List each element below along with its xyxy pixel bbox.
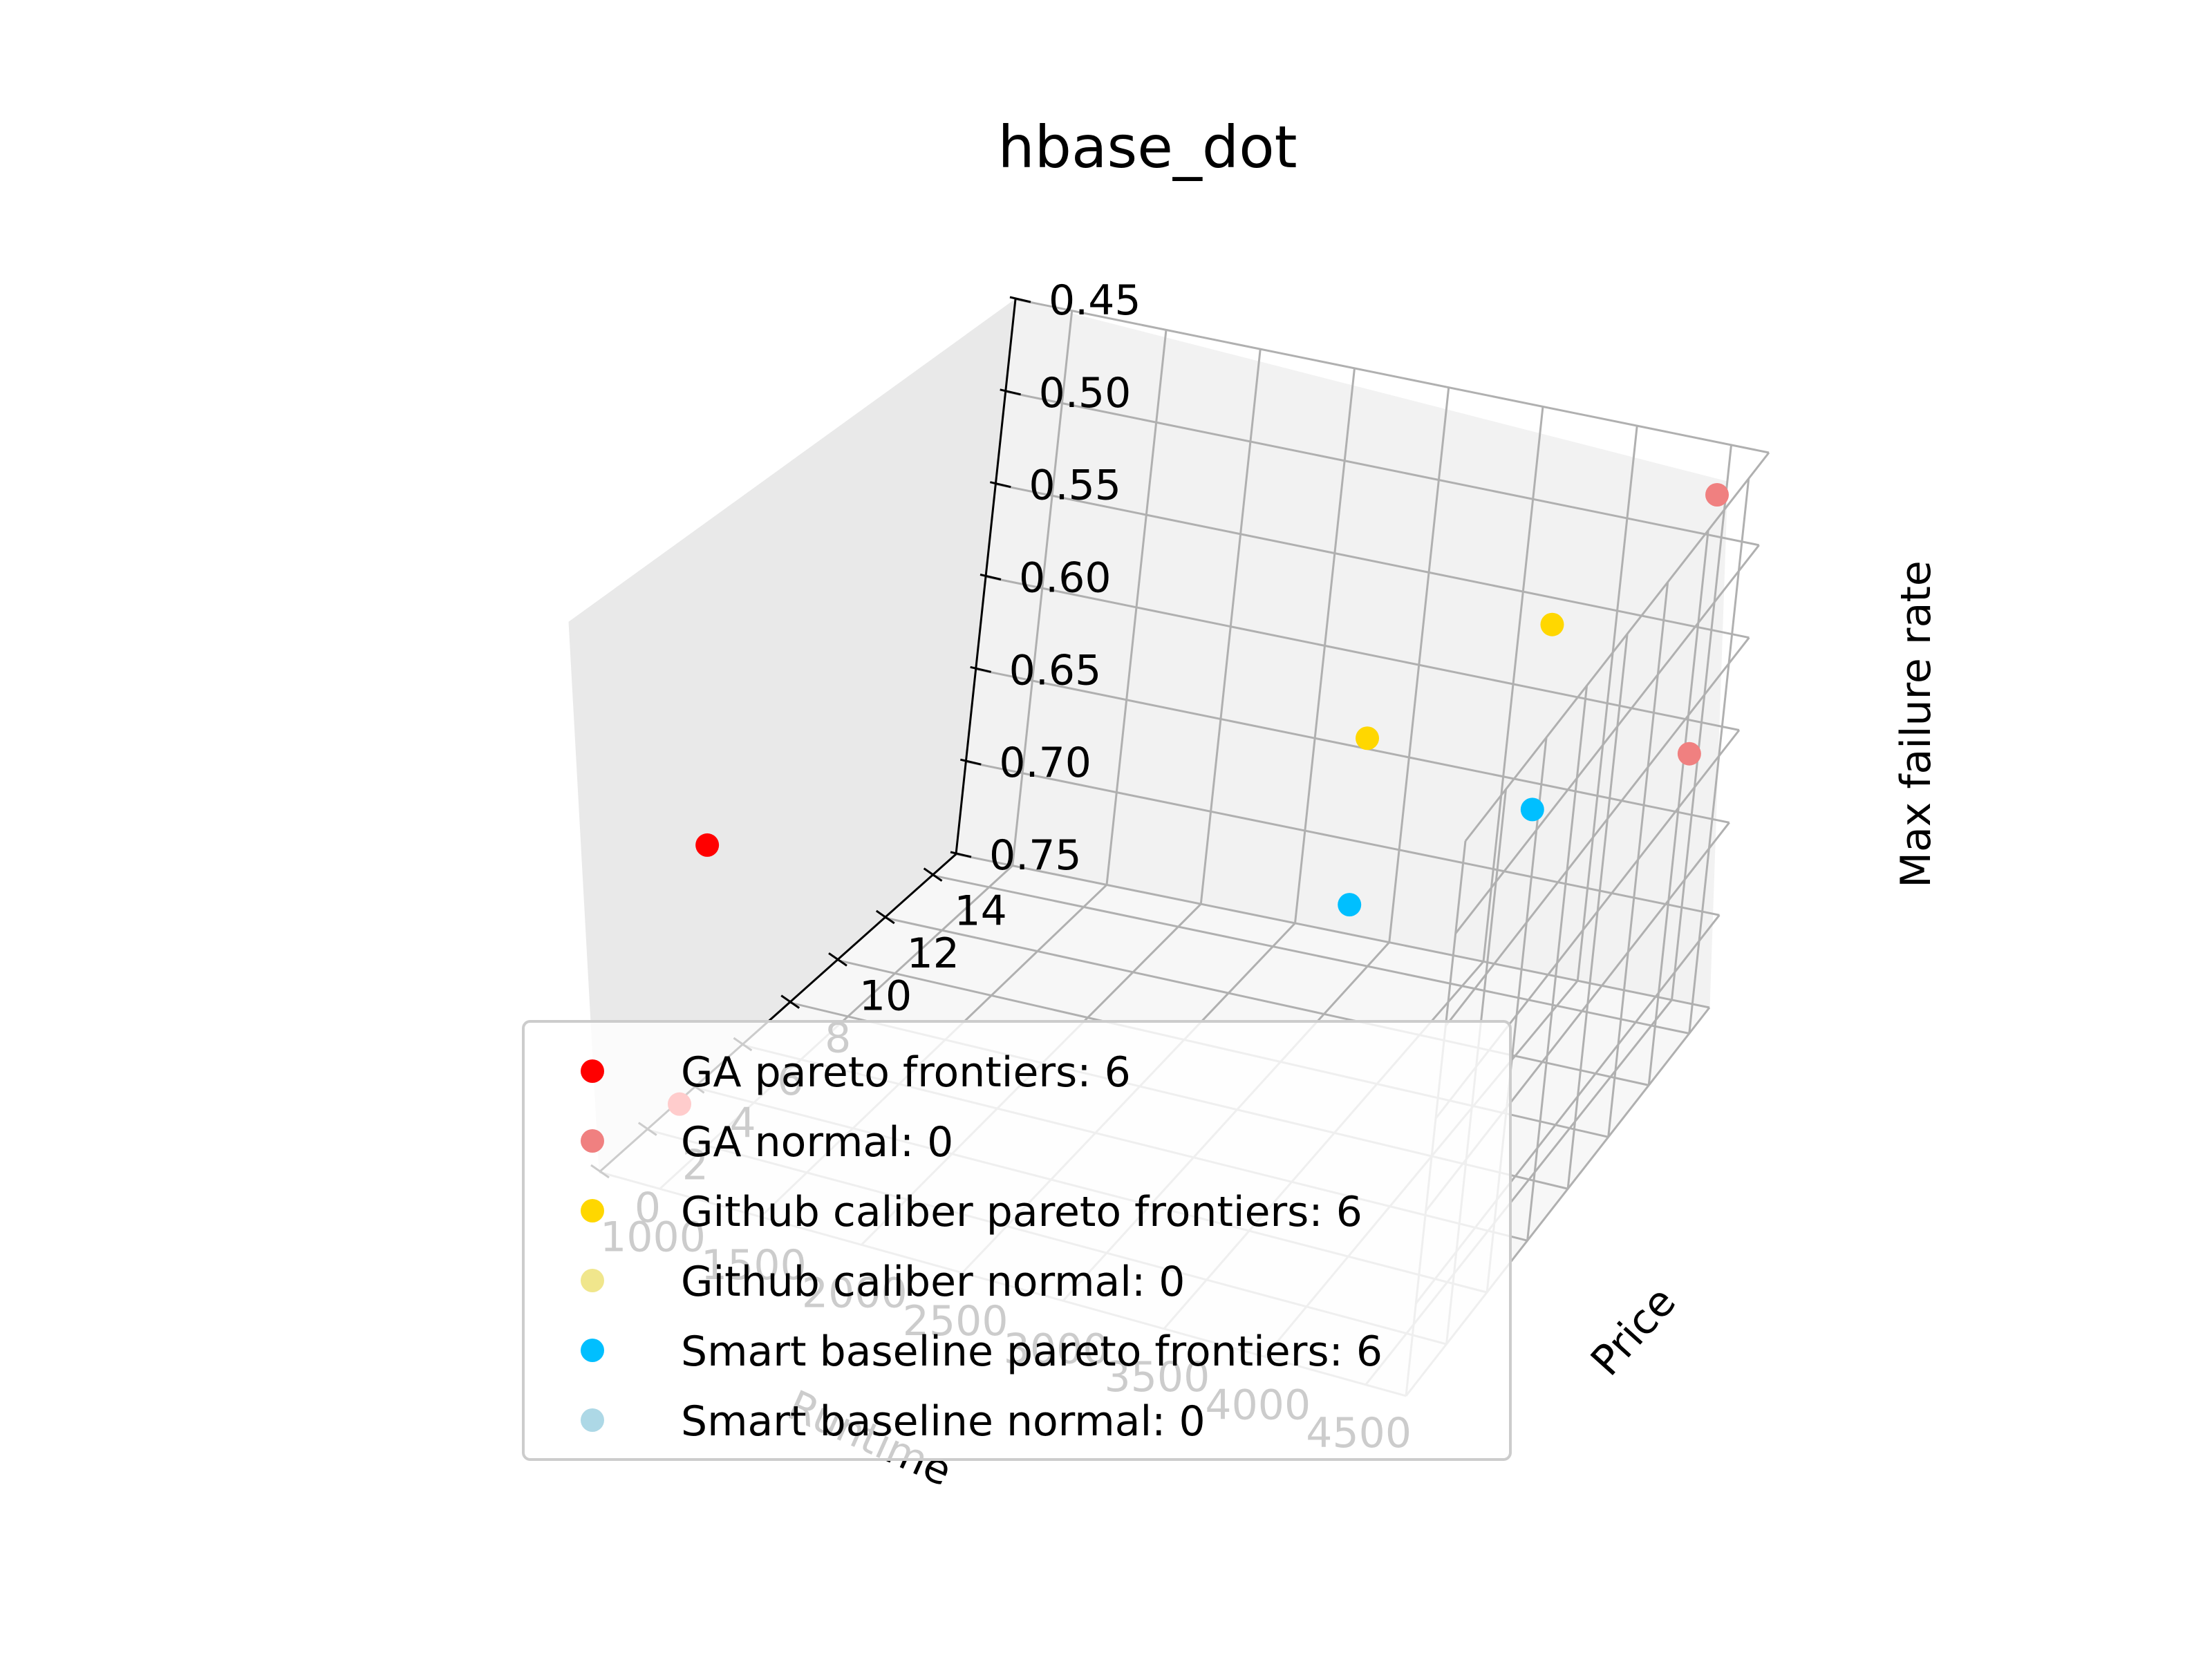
legend-label: GA pareto frontiers: 6	[681, 1048, 1131, 1097]
y-axis-label: Price	[1582, 1278, 1685, 1386]
y-tick-mark	[780, 994, 800, 1009]
legend-marker	[581, 1059, 604, 1083]
z-tick-label: 0.65	[1009, 646, 1102, 695]
data-point	[1705, 482, 1730, 507]
data-point	[1677, 742, 1701, 766]
z-tick-label: 0.75	[989, 831, 1082, 880]
legend-label: Smart baseline pareto frontiers: 6	[681, 1328, 1382, 1376]
legend-label: GA normal: 0	[681, 1118, 953, 1167]
legend-marker	[581, 1408, 604, 1432]
back-grid-z	[955, 853, 1710, 1009]
back-grid-z	[985, 576, 1740, 731]
data-point	[1540, 612, 1564, 636]
back-grid-z	[1015, 298, 1770, 454]
z-tick-mark	[980, 574, 1002, 580]
y-tick-mark	[923, 867, 943, 882]
z-tick-label: 0.70	[999, 739, 1091, 787]
z-tick-mark	[1009, 296, 1031, 303]
data-point	[695, 833, 720, 857]
z-tick-label: 0.45	[1049, 276, 1141, 325]
legend-label: Smart baseline normal: 0	[681, 1397, 1206, 1446]
z-tick-label: 0.55	[1029, 462, 1121, 510]
legend-marker	[581, 1199, 604, 1222]
back-grid-z	[966, 760, 1720, 916]
data-point	[1356, 726, 1380, 750]
floor-grid-y	[932, 874, 1690, 1035]
z-tick-mark	[970, 665, 992, 673]
legend-label: Github caliber pareto frontiers: 6	[681, 1188, 1362, 1236]
legend-box	[522, 1020, 1512, 1461]
y-tick-label: 10	[859, 972, 912, 1020]
legend-marker	[581, 1129, 604, 1153]
left-grid-z	[1454, 544, 1760, 934]
data-point	[1338, 893, 1362, 917]
back-grid-z	[975, 668, 1730, 824]
y-tick-label: 14	[954, 887, 1006, 936]
y-tick-mark	[875, 909, 895, 925]
legend-marker	[581, 1269, 604, 1292]
z-tick-mark	[989, 481, 1011, 489]
z-tick-mark	[950, 851, 972, 858]
z-tick-label: 0.60	[1019, 554, 1112, 603]
y-tick-label: 12	[907, 929, 959, 978]
legend-label: Github caliber normal: 0	[681, 1258, 1185, 1306]
left-grid-z	[1464, 452, 1770, 842]
chart-title: hbase_dot	[997, 113, 1297, 181]
data-point	[1520, 797, 1544, 822]
z-tick-mark	[1000, 388, 1022, 396]
z-axis-label: Max failure rate	[1892, 560, 1940, 888]
z-tick-mark	[959, 758, 982, 766]
legend: GA pareto frontiers: 6 GA normal: 0 Github…	[522, 1020, 1512, 1461]
back-grid-z	[1005, 390, 1759, 547]
z-tick-label: 0.50	[1039, 369, 1132, 417]
back-grid-z	[995, 483, 1750, 639]
y-tick-mark	[828, 952, 847, 967]
legend-marker	[581, 1339, 604, 1362]
floor-grid-y	[884, 916, 1649, 1086]
left-grid-z	[1445, 636, 1750, 1027]
